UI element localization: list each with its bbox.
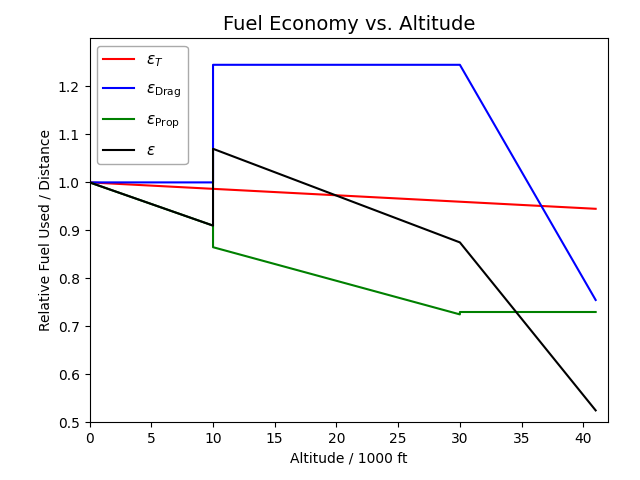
Legend: $\varepsilon_T$, $\varepsilon_{\mathrm{Drag}}$, $\varepsilon_{\mathrm{Prop}}$, $: $\varepsilon_T$, $\varepsilon_{\mathrm{D… <box>97 46 188 164</box>
X-axis label: Altitude / 1000 ft: Altitude / 1000 ft <box>290 452 408 466</box>
Y-axis label: Relative Fuel Used / Distance: Relative Fuel Used / Distance <box>38 130 52 331</box>
Title: Fuel Economy vs. Altitude: Fuel Economy vs. Altitude <box>223 15 475 34</box>
